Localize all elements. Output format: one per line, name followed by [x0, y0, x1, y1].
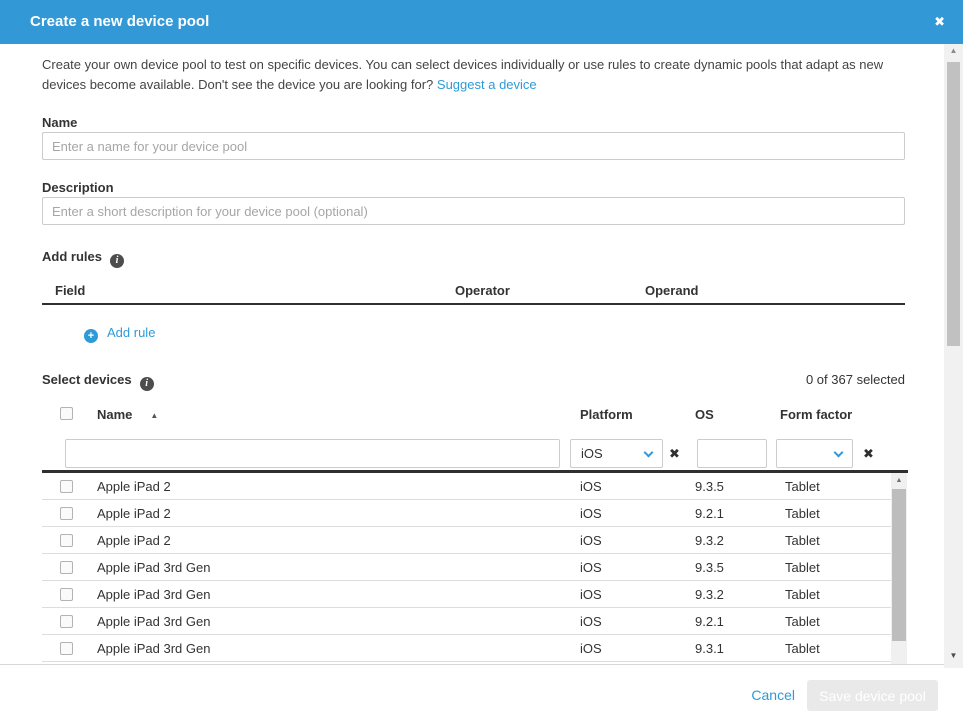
device-list: Apple iPad 2 iOS 9.3.5 Tablet Apple iPad… [42, 473, 891, 664]
device-name: Apple iPad 3rd Gen [97, 560, 211, 575]
col-header-os[interactable]: OS [695, 407, 714, 422]
modal-header: Create a new device pool ✖ [0, 0, 963, 44]
col-header-name[interactable]: Name ▲ [97, 407, 158, 422]
col-header-name-text: Name [97, 407, 133, 422]
device-platform: iOS [580, 587, 602, 602]
row-checkbox[interactable] [60, 642, 73, 655]
add-rule-label: Add rule [107, 325, 156, 340]
modal-title: Create a new device pool [30, 13, 210, 30]
table-bottom-border [0, 664, 944, 665]
add-rule-button[interactable]: + Add rule [84, 325, 155, 343]
cancel-button[interactable]: Cancel [751, 687, 795, 703]
row-checkbox[interactable] [60, 480, 73, 493]
scrollbar-thumb[interactable] [892, 489, 906, 641]
description-label: Description [42, 180, 114, 195]
device-platform: iOS [580, 614, 602, 629]
device-os: 9.3.5 [695, 479, 724, 494]
device-name: Apple iPad 3rd Gen [97, 641, 211, 656]
intro-body: Create your own device pool to test on s… [42, 57, 884, 92]
plus-icon: + [84, 329, 98, 343]
select-all-checkbox[interactable] [60, 407, 73, 420]
device-os: 9.3.2 [695, 533, 724, 548]
suggest-device-link[interactable]: Suggest a device [436, 77, 537, 92]
device-form-factor: Tablet [785, 479, 820, 494]
device-name: Apple iPad 2 [97, 479, 171, 494]
row-checkbox[interactable] [60, 507, 73, 520]
device-platform: iOS [580, 506, 602, 521]
add-rules-heading-text: Add rules [42, 249, 102, 264]
table-row[interactable]: Apple iPad 3rd Gen iOS 9.2.1 Tablet [42, 608, 891, 635]
clear-form-factor-filter-icon[interactable]: ✖ [863, 446, 874, 461]
table-row[interactable]: Apple iPad 3rd Gen iOS 9.3.5 Tablet [42, 554, 891, 581]
device-form-factor: Tablet [785, 506, 820, 521]
add-rules-heading: Add rules i [42, 249, 124, 268]
device-os: 9.2.1 [695, 506, 724, 521]
device-form-factor: Tablet [785, 641, 820, 656]
table-row[interactable]: Apple iPad 2 iOS 9.3.2 Tablet [42, 527, 891, 554]
device-form-factor: Tablet [785, 587, 820, 602]
info-icon[interactable]: i [109, 254, 124, 268]
form-factor-filter-select[interactable] [776, 439, 853, 468]
device-platform: iOS [580, 641, 602, 656]
device-list-scrollbar[interactable]: ▲ [891, 473, 907, 665]
device-form-factor: Tablet [785, 533, 820, 548]
device-form-factor: Tablet [785, 614, 820, 629]
device-os: 9.2.1 [695, 614, 724, 629]
scroll-up-icon[interactable]: ▲ [949, 46, 958, 55]
sort-ascending-icon: ▲ [150, 411, 159, 420]
device-form-factor: Tablet [785, 560, 820, 575]
name-label: Name [42, 115, 78, 130]
platform-filter-value: iOS [581, 446, 603, 461]
device-os: 9.3.1 [695, 641, 724, 656]
name-input[interactable] [42, 132, 905, 160]
device-name: Apple iPad 3rd Gen [97, 614, 211, 629]
table-row[interactable]: Apple iPad 2 iOS 9.3.5 Tablet [42, 473, 891, 500]
select-devices-heading: Select devices i [42, 372, 154, 391]
description-input[interactable] [42, 197, 905, 225]
save-device-pool-button[interactable]: Save device pool [807, 680, 938, 711]
row-checkbox[interactable] [60, 588, 73, 601]
table-row[interactable]: Apple iPad 3rd Gen iOS 9.3.2 Tablet [42, 581, 891, 608]
select-devices-heading-text: Select devices [42, 372, 132, 387]
name-filter-input[interactable] [65, 439, 560, 468]
rules-col-operator: Operator [455, 283, 510, 298]
device-platform: iOS [580, 560, 602, 575]
chevron-down-icon [833, 447, 844, 458]
scrollbar-thumb[interactable] [947, 62, 960, 346]
row-checkbox[interactable] [60, 561, 73, 574]
selected-count: 0 of 367 selected [805, 372, 905, 387]
col-header-platform[interactable]: Platform [580, 407, 633, 422]
intro-text: Create your own device pool to test on s… [42, 55, 890, 95]
table-top-border [42, 470, 908, 473]
device-name: Apple iPad 2 [97, 506, 171, 521]
platform-filter-select[interactable]: iOS [570, 439, 663, 468]
scroll-up-icon[interactable]: ▲ [895, 477, 903, 484]
device-os: 9.3.2 [695, 587, 724, 602]
device-platform: iOS [580, 533, 602, 548]
rules-col-field: Field [55, 283, 86, 298]
row-checkbox[interactable] [60, 615, 73, 628]
chevron-down-icon [643, 447, 654, 458]
close-icon[interactable]: ✖ [934, 14, 945, 29]
info-icon[interactable]: i [139, 377, 154, 391]
table-row[interactable]: Apple iPad 2 iOS 9.2.1 Tablet [42, 500, 891, 527]
col-header-form-factor[interactable]: Form factor [780, 407, 853, 422]
device-name: Apple iPad 3rd Gen [97, 587, 211, 602]
os-filter-input[interactable] [697, 439, 767, 468]
modal-scrollbar[interactable]: ▲ ▼ [944, 44, 963, 668]
device-os: 9.3.5 [695, 560, 724, 575]
device-name: Apple iPad 2 [97, 533, 171, 548]
clear-platform-filter-icon[interactable]: ✖ [669, 446, 680, 461]
row-checkbox[interactable] [60, 534, 73, 547]
scroll-down-icon[interactable]: ▼ [949, 651, 958, 660]
rules-divider [42, 303, 905, 305]
rules-col-operand: Operand [645, 283, 699, 298]
device-platform: iOS [580, 479, 602, 494]
table-row[interactable]: Apple iPad 3rd Gen iOS 9.3.1 Tablet [42, 635, 891, 662]
